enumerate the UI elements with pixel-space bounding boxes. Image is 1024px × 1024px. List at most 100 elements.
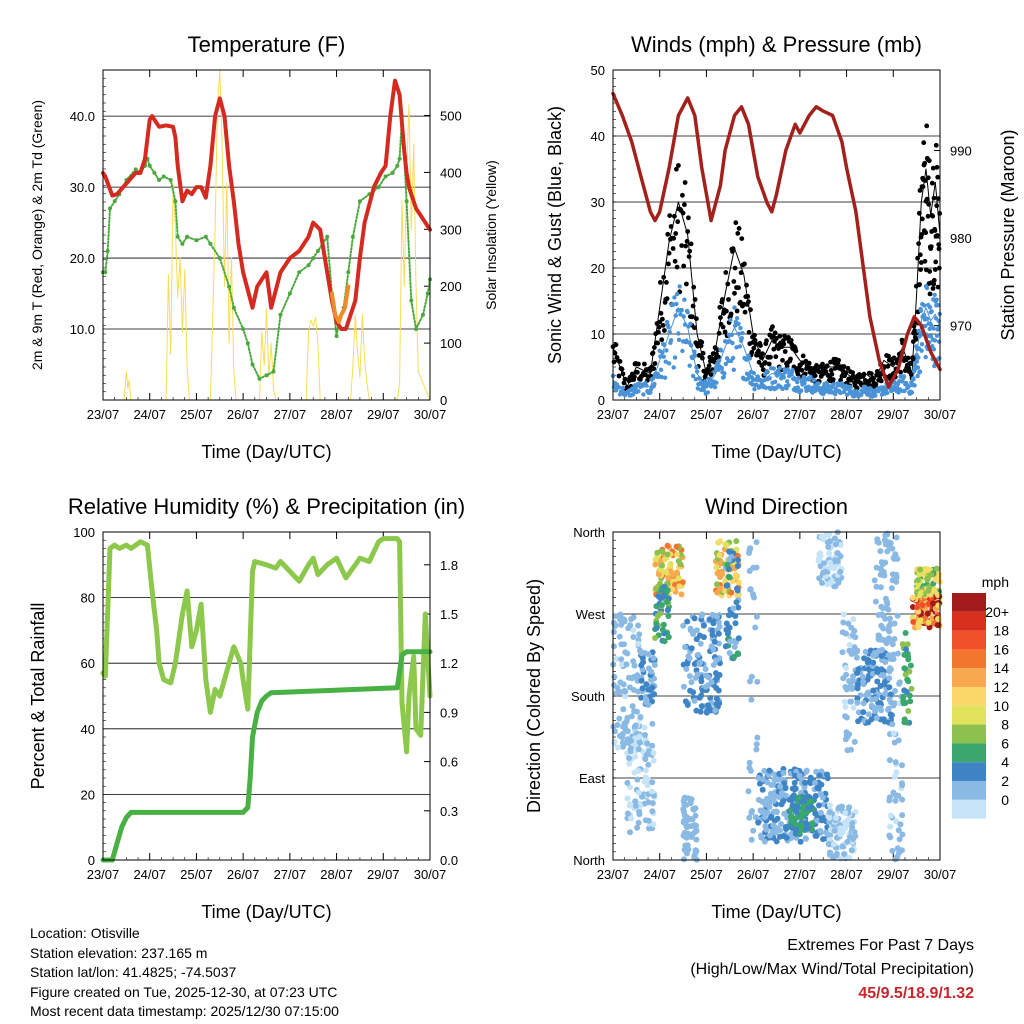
direction-point bbox=[627, 829, 633, 836]
y-tick-label: 100 bbox=[73, 525, 95, 540]
direction-point bbox=[915, 620, 922, 627]
direction-point bbox=[659, 626, 666, 633]
direction-point bbox=[924, 610, 931, 617]
direction-point bbox=[688, 679, 695, 686]
gust-point bbox=[917, 252, 923, 258]
wind-point bbox=[722, 371, 727, 376]
dewpoint-point bbox=[409, 298, 414, 303]
legend-swatch bbox=[952, 649, 986, 669]
gust-point bbox=[732, 265, 738, 271]
gust-point bbox=[708, 372, 714, 377]
direction-point bbox=[629, 675, 635, 682]
direction-point bbox=[753, 741, 760, 748]
gust-point bbox=[836, 357, 841, 363]
direction-point bbox=[694, 671, 701, 678]
direction-point bbox=[849, 820, 856, 827]
y2-tick-label: 1.2 bbox=[440, 656, 458, 671]
gust-point bbox=[680, 210, 686, 216]
direction-point bbox=[788, 831, 795, 837]
direction-point bbox=[834, 576, 841, 583]
direction-point bbox=[698, 692, 705, 699]
wind-point bbox=[936, 326, 941, 331]
direction-point bbox=[653, 624, 660, 631]
dewpoint-point bbox=[287, 291, 292, 296]
gust-point bbox=[885, 363, 891, 369]
wind-point bbox=[927, 326, 932, 332]
direction-point bbox=[722, 643, 729, 650]
direction-point bbox=[879, 646, 886, 653]
gust-point bbox=[739, 236, 745, 242]
direction-point bbox=[648, 668, 655, 675]
direction-point bbox=[637, 714, 644, 720]
wind-point bbox=[790, 367, 795, 373]
direction-point bbox=[808, 804, 815, 810]
gust-point bbox=[916, 210, 922, 216]
direction-point bbox=[610, 643, 617, 650]
wind-point bbox=[931, 326, 936, 331]
gust-point bbox=[671, 235, 677, 241]
legend-swatch bbox=[952, 593, 986, 612]
direction-point bbox=[795, 794, 802, 801]
direction-point bbox=[831, 583, 838, 590]
direction-point bbox=[766, 767, 773, 774]
direction-point bbox=[726, 612, 732, 619]
direction-point bbox=[890, 702, 897, 709]
winds-pressure-panel: Winds (mph) & Pressure (mb) Time (Day/UTC… bbox=[545, 32, 1018, 462]
direction-point bbox=[860, 700, 867, 707]
gust-point bbox=[868, 371, 874, 376]
direction-point bbox=[917, 590, 924, 597]
direction-point bbox=[734, 592, 741, 599]
gust-point bbox=[726, 297, 731, 302]
direction-point bbox=[631, 708, 638, 715]
direction-point bbox=[761, 838, 768, 845]
direction-point bbox=[875, 636, 882, 643]
direction-point bbox=[717, 574, 724, 581]
legend-label: 16 bbox=[993, 641, 1009, 657]
wind-point bbox=[705, 390, 710, 395]
gust-point bbox=[732, 290, 737, 296]
wind-point bbox=[672, 355, 678, 360]
direction-point bbox=[761, 767, 768, 774]
wind-point bbox=[811, 377, 817, 383]
gust-point bbox=[642, 361, 647, 367]
gust-point bbox=[782, 349, 788, 354]
direction-point bbox=[622, 688, 629, 695]
wind-point bbox=[694, 365, 699, 370]
direction-point bbox=[893, 769, 900, 776]
direction-point bbox=[896, 680, 903, 687]
direction-point bbox=[654, 549, 661, 556]
direction-point bbox=[724, 582, 731, 589]
wind-point bbox=[934, 297, 939, 302]
direction-point bbox=[817, 550, 824, 557]
direction-point bbox=[892, 797, 899, 804]
x-axis-label: Time (Day/UTC) bbox=[711, 442, 841, 462]
wind-point bbox=[786, 383, 791, 388]
direction-point bbox=[886, 797, 893, 804]
direction-point bbox=[628, 815, 634, 822]
direction-point bbox=[869, 670, 876, 677]
direction-point bbox=[623, 661, 630, 668]
wind-point bbox=[729, 332, 734, 337]
wind-point bbox=[680, 348, 685, 354]
dewpoint-point bbox=[250, 362, 255, 367]
direction-point bbox=[702, 666, 709, 673]
gust-point bbox=[660, 323, 666, 328]
direction-point bbox=[870, 659, 877, 666]
direction-point bbox=[825, 831, 832, 838]
dewpoint-point bbox=[425, 291, 430, 296]
direction-point bbox=[650, 749, 657, 756]
direction-point bbox=[665, 575, 672, 581]
direction-point bbox=[774, 825, 781, 832]
wind-point bbox=[928, 334, 934, 339]
gust-point bbox=[651, 366, 657, 371]
direction-point bbox=[760, 776, 766, 783]
direction-point bbox=[650, 821, 657, 828]
station-elevation: Station elevation: 237.165 m bbox=[30, 944, 208, 961]
direction-point bbox=[880, 605, 886, 612]
gust-point bbox=[666, 261, 671, 267]
direction-point bbox=[717, 585, 724, 592]
direction-point bbox=[746, 759, 753, 766]
station-pressure-line bbox=[611, 91, 942, 389]
direction-point bbox=[660, 621, 667, 628]
direction-point bbox=[905, 708, 912, 714]
